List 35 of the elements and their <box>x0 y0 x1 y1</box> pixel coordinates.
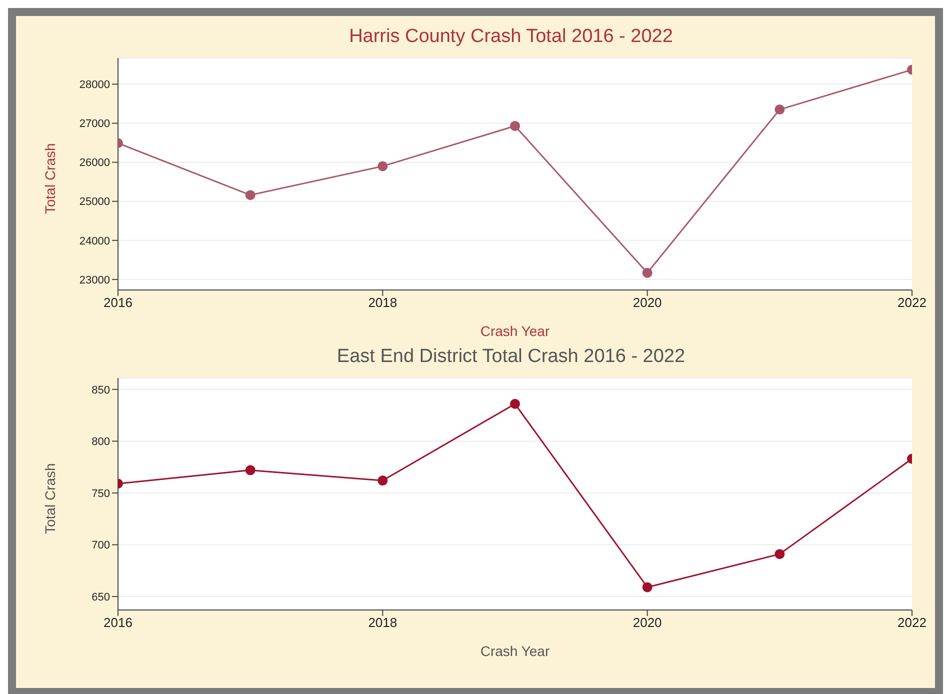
y-tick-label: 650 <box>92 591 110 604</box>
x-tick-label: 2020 <box>632 615 662 630</box>
y-tick-label: 27000 <box>79 118 110 130</box>
point <box>510 120 520 131</box>
point <box>642 582 652 592</box>
point <box>245 465 256 476</box>
y-tick-label: 800 <box>92 436 110 448</box>
y-tick-label: 850 <box>92 384 110 396</box>
x-tick-label: 2016 <box>104 615 132 630</box>
point <box>774 549 785 560</box>
y-tick-label: 750 <box>92 488 110 500</box>
x-axis-title: Crash Year <box>480 643 550 659</box>
y-axis-title: Total Crash <box>42 143 58 214</box>
x-tick-label: 2022 <box>898 295 926 310</box>
y-tick-label: 26000 <box>79 157 110 170</box>
x-tick-label: 2022 <box>898 615 926 630</box>
y-tick-label: 25000 <box>79 196 110 208</box>
y-tick-label: 700 <box>92 540 110 552</box>
point <box>245 190 256 200</box>
point <box>378 476 388 486</box>
x-axis-title: Crash Year <box>480 323 550 339</box>
point <box>642 268 652 278</box>
y-tick-label: 23000 <box>79 274 110 286</box>
point <box>510 398 520 409</box>
chart-title: East End District Total Crash 2016 - 2022 <box>336 346 686 369</box>
x-tick-label: 2018 <box>368 615 398 630</box>
y-tick-label: 28000 <box>79 79 110 92</box>
y-tick-label: 24000 <box>79 235 110 248</box>
point <box>378 161 388 172</box>
x-tick-label: 2018 <box>368 295 398 310</box>
chart-title: Harris County Crash Total 2016 - 2022 <box>348 26 674 49</box>
x-tick-label: 2016 <box>104 295 132 310</box>
x-tick-label: 2020 <box>632 295 662 310</box>
point <box>774 104 785 115</box>
y-axis-title: Total Crash <box>42 463 58 534</box>
